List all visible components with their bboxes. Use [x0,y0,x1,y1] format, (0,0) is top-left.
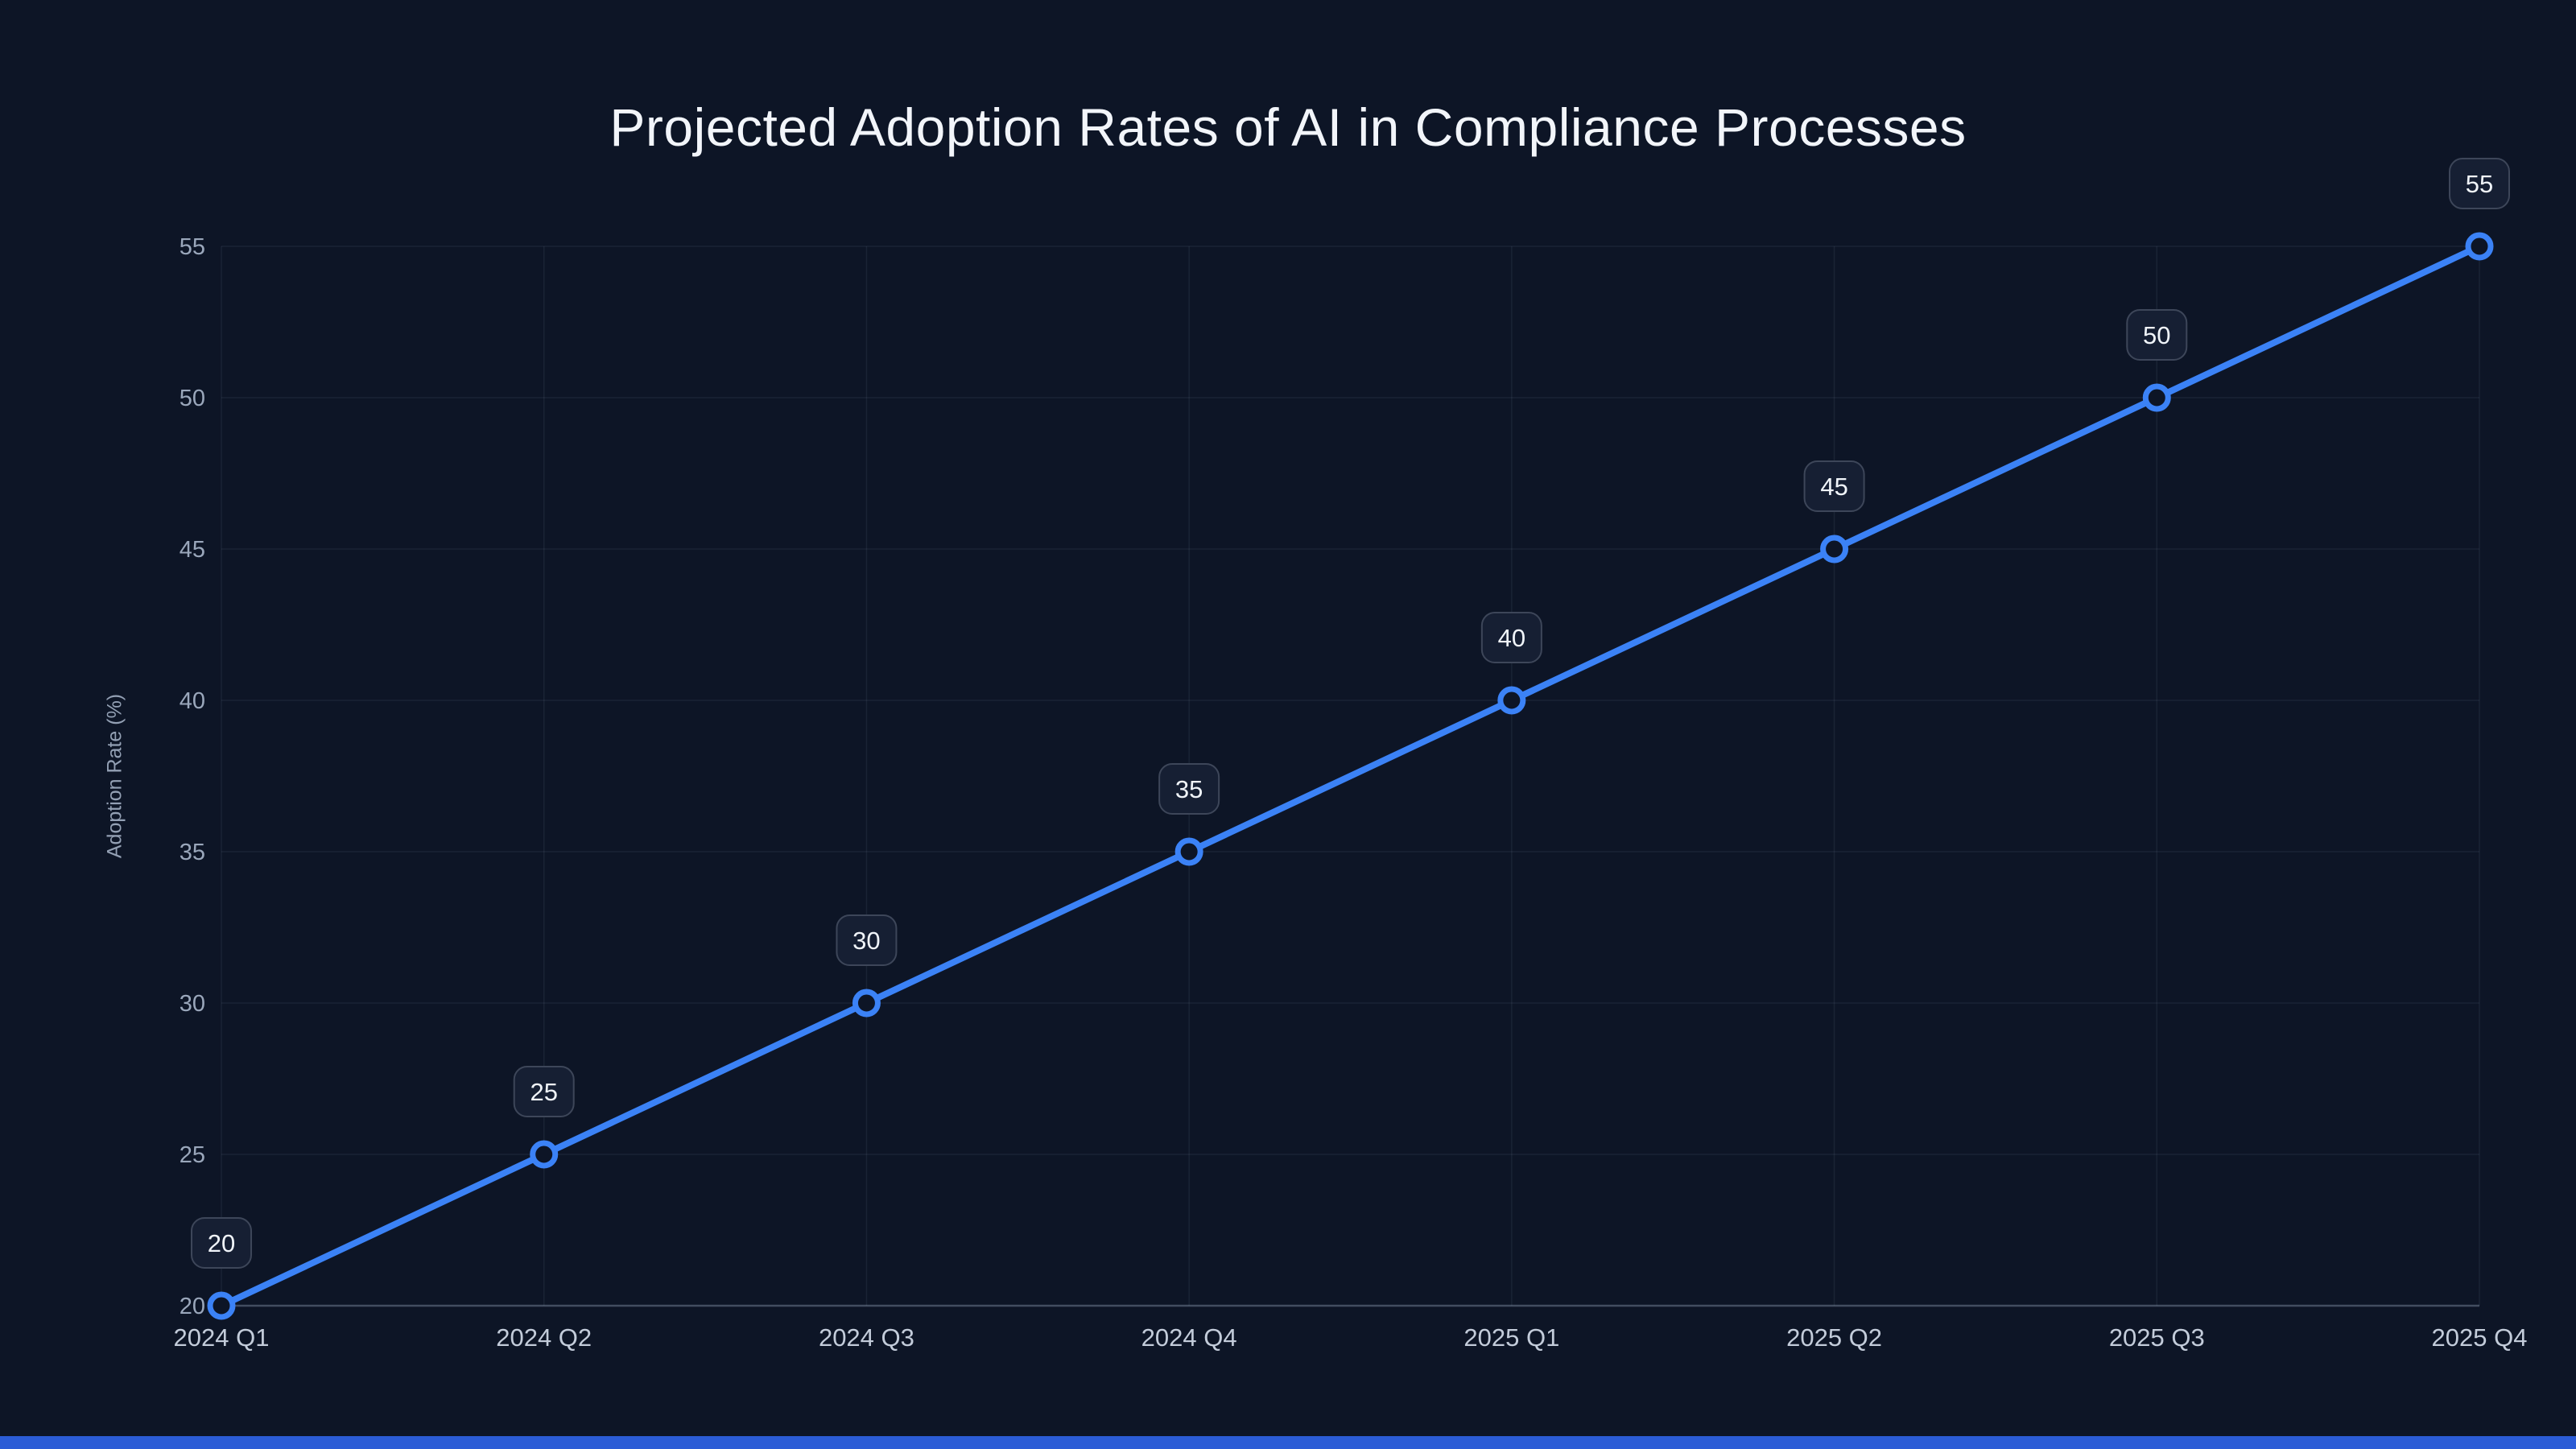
y-tick-label: 20 [180,1294,205,1319]
data-point-label-box [1480,612,1542,663]
y-tick-label: 40 [180,688,205,714]
data-point-marker [1174,837,1203,866]
x-tick-label: 2025 Q2 [1786,1323,1882,1352]
y-tick-label: 45 [180,537,205,563]
data-point-label-box [836,914,898,966]
data-point-marker [2142,383,2171,412]
x-tick-label: 2024 Q4 [1141,1323,1237,1352]
data-point-marker [2465,232,2494,261]
x-tick-label: 2025 Q3 [2109,1323,2205,1352]
data-point-marker [1820,535,1849,564]
data-point-label: 50 [2143,321,2170,349]
x-tick-label: 2025 Q1 [1463,1323,1559,1352]
data-point-marker [207,1291,236,1320]
data-point-label: 25 [530,1078,557,1106]
y-tick-label: 25 [180,1142,205,1168]
y-tick-label: 50 [180,386,205,411]
data-point-label: 55 [2466,170,2493,198]
data-point-label-box [1803,460,1865,512]
data-point-label-box [2126,309,2188,361]
data-point-label: 20 [208,1229,235,1257]
data-point-label-box [1158,763,1220,815]
x-tick-label: 2024 Q1 [174,1323,270,1352]
data-point-marker [852,989,881,1018]
data-point-marker [530,1140,559,1169]
data-point-label: 35 [1175,775,1203,803]
data-point-label-box [191,1217,252,1269]
data-point-label-box [2449,158,2510,209]
x-tick-label: 2024 Q2 [496,1323,592,1352]
data-point-label: 40 [1498,624,1525,652]
y-tick-label: 55 [180,234,205,260]
data-point-marker [1497,686,1526,715]
data-point-label: 45 [1820,473,1847,501]
y-tick-label: 30 [180,991,205,1017]
series-line [218,243,2483,1309]
x-tick-label: 2024 Q3 [819,1323,914,1352]
x-tick-label: 2025 Q4 [2432,1323,2528,1352]
data-point-label: 30 [852,927,880,955]
data-point-label-box [513,1066,575,1117]
y-tick-label: 35 [180,840,205,865]
chart-title: Projected Adoption Rates of AI in Compli… [609,97,1967,157]
bottom-accent-bar [0,1436,2576,1449]
